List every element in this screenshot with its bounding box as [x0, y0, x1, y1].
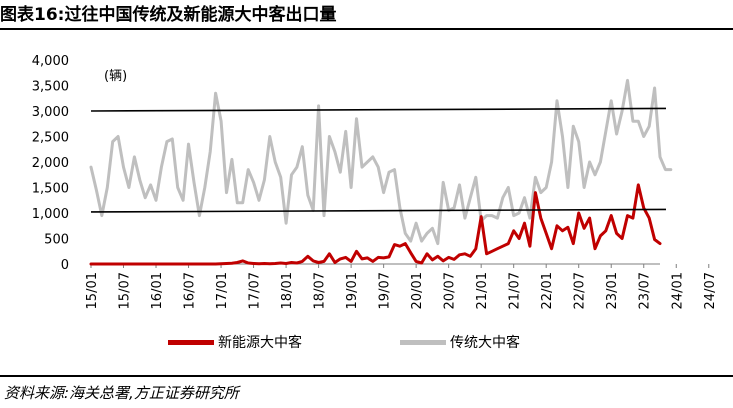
x-tick-label: 22/01 [540, 272, 555, 309]
x-tick-label: 20/07 [443, 272, 458, 309]
trend-line [90, 208, 667, 213]
y-tick-label: 500 [44, 233, 69, 248]
y-tick-label: 2,500 [32, 131, 69, 146]
y-tick-label: 3,500 [32, 80, 69, 95]
x-tick-label: 18/01 [280, 272, 295, 309]
x-tick-label: 23/07 [638, 272, 653, 309]
chart-title: 图表16:过往中国传统及新能源大中客出口量 [0, 5, 337, 25]
x-tick-label: 23/01 [605, 272, 620, 309]
x-tick-label: 17/01 [215, 272, 230, 309]
x-tick-label: 16/01 [150, 272, 165, 309]
legend-swatch-nev [168, 339, 214, 345]
legend-label-nev: 新能源大中客 [218, 335, 302, 351]
series-line-nev [89, 183, 662, 266]
trend-line [90, 107, 667, 112]
x-tick-label: 15/07 [118, 272, 133, 309]
y-tick-label: 0 [61, 258, 69, 273]
source-note: 资料来源:海关总署,方正证券研究所 [4, 384, 239, 402]
legend-item-traditional: 传统大中客 [400, 332, 520, 352]
x-tick-label: 22/07 [573, 272, 588, 309]
x-tick-label: 17/07 [248, 272, 263, 309]
series-line-traditional [89, 78, 673, 246]
y-tick-label: 2,000 [32, 156, 69, 171]
line-chart: 0 500 1,000 1,500 2,000 2,500 3,000 3,500 4,000 (… [32, 54, 718, 309]
x-tick-label: 21/07 [508, 272, 523, 309]
x-tick-label: 15/01 [85, 272, 100, 309]
x-tick-label: 24/07 [703, 272, 718, 309]
x-tick-label: 20/01 [410, 272, 425, 309]
y-tick-label: 3,000 [32, 105, 69, 120]
legend-swatch-traditional [400, 339, 446, 345]
y-tick-label: 1,500 [32, 182, 69, 197]
y-tick-label: 1,000 [32, 207, 69, 222]
title-rule [0, 28, 733, 30]
x-tick-label: 21/01 [475, 272, 490, 309]
unit-label: (辆) [104, 69, 127, 84]
x-tick-label: 19/01 [345, 272, 360, 309]
legend-label-traditional: 传统大中客 [450, 335, 520, 351]
source-rule [0, 375, 733, 377]
y-tick-label: 4,000 [32, 54, 69, 69]
legend-item-nev: 新能源大中客 [168, 332, 302, 352]
x-tick-label: 24/01 [670, 272, 685, 309]
x-tick-label: 16/07 [183, 272, 198, 309]
x-tick-label: 19/07 [378, 272, 393, 309]
x-tick-label: 18/07 [313, 272, 328, 309]
